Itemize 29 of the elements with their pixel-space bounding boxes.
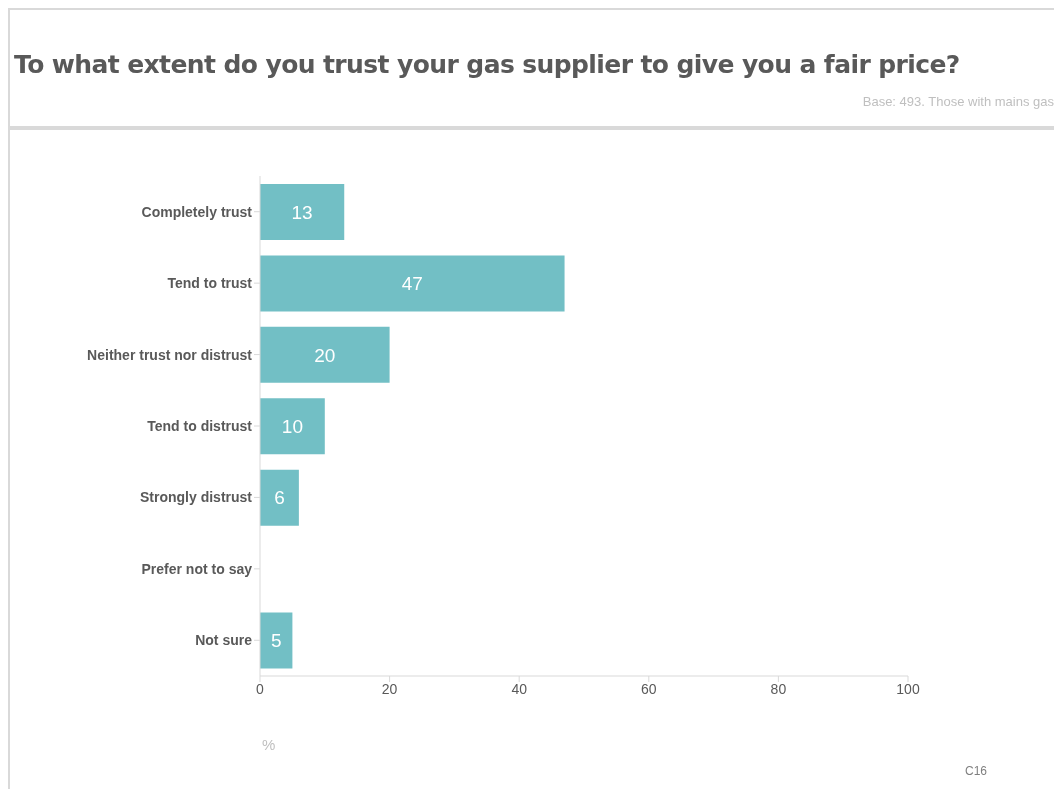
x-axis-title: % bbox=[262, 736, 276, 753]
y-tick-label: Not sure bbox=[195, 632, 253, 649]
y-tick-label: Tend to trust bbox=[167, 275, 253, 292]
bar bbox=[260, 255, 565, 312]
x-tick-label: 20 bbox=[381, 680, 398, 697]
bar bbox=[260, 398, 325, 455]
text: C16 bbox=[965, 764, 988, 778]
x-tick-label: 40 bbox=[511, 680, 528, 697]
data-label: 47 bbox=[401, 273, 423, 295]
data-label: 6 bbox=[274, 487, 285, 509]
y-tick-label: Neither trust nor distrust bbox=[87, 346, 253, 363]
x-tick-label: 0 bbox=[256, 680, 265, 697]
y-tick-label: Strongly distrust bbox=[139, 489, 253, 506]
bar bbox=[260, 326, 390, 383]
text: Base: 493. Those with mains gas bbox=[862, 94, 1054, 109]
bar bbox=[260, 612, 293, 669]
x-tick-label: 80 bbox=[770, 680, 787, 697]
data-label: 10 bbox=[281, 416, 303, 438]
y-tick-label: Completely trust bbox=[141, 203, 253, 220]
y-tick-label: Tend to distrust bbox=[147, 417, 253, 434]
data-label: 13 bbox=[291, 201, 313, 223]
y-tick-label: Prefer not to say bbox=[141, 560, 253, 577]
data-label: 20 bbox=[314, 344, 336, 366]
bar bbox=[260, 469, 299, 526]
chart-title: To what extent do you trust your gas supplier to give you a fair price? bbox=[14, 50, 960, 79]
x-tick-label: 60 bbox=[641, 680, 657, 697]
bar bbox=[260, 184, 345, 240]
data-label: 5 bbox=[270, 630, 282, 652]
x-tick-label: 100 bbox=[896, 680, 920, 697]
